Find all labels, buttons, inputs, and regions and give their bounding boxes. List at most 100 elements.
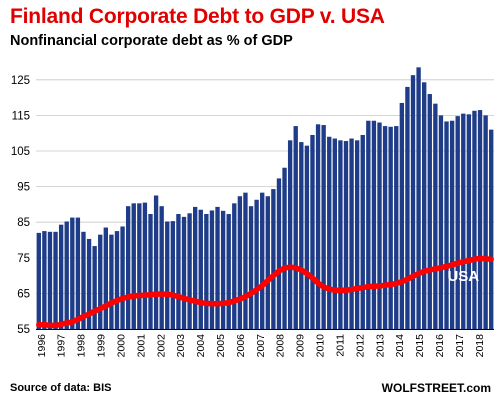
- bar: [282, 167, 287, 329]
- x-tick-label: 2007: [255, 334, 267, 358]
- bar: [148, 214, 153, 329]
- bar: [449, 120, 455, 330]
- x-tick-label: 1997: [56, 334, 68, 358]
- bar: [354, 140, 360, 329]
- bar: [109, 234, 114, 329]
- bar: [382, 126, 388, 329]
- bar: [327, 136, 332, 329]
- bar: [472, 110, 477, 329]
- bar: [293, 126, 298, 329]
- bar: [114, 231, 120, 329]
- bar: [371, 120, 377, 330]
- x-tick-label: 2012: [354, 334, 366, 358]
- x-tick-label: 2017: [454, 334, 466, 358]
- bar: [125, 206, 131, 329]
- bar: [438, 115, 444, 330]
- x-tick-label: 1999: [96, 334, 108, 358]
- bar: [433, 103, 438, 329]
- x-tick-label: 2005: [215, 334, 227, 358]
- bar: [489, 129, 494, 329]
- bar: [237, 196, 243, 329]
- bar: [142, 202, 148, 329]
- y-axis-ticks: 55 65 75 85 95 105 115 125: [11, 75, 30, 336]
- bar-series: [36, 67, 494, 330]
- bar: [36, 232, 41, 329]
- bar: [204, 214, 209, 329]
- x-tick-label: 2011: [334, 334, 346, 357]
- usa-line: [36, 255, 494, 329]
- bar: [427, 94, 432, 329]
- chart-title: Finland Corporate Debt to GDP v. USA: [10, 5, 385, 28]
- bar: [405, 86, 410, 329]
- bar: [137, 203, 142, 329]
- bar: [299, 142, 304, 329]
- bar: [165, 221, 170, 329]
- x-tick-label: 2002: [155, 334, 167, 358]
- y-tick-label: 85: [17, 217, 30, 229]
- x-tick-label: 2013: [374, 334, 386, 358]
- x-tick-label: 2008: [275, 334, 287, 358]
- bar: [265, 196, 270, 329]
- bar: [422, 82, 427, 330]
- bar: [153, 195, 159, 329]
- y-tick-label: 75: [17, 253, 30, 265]
- x-tick-label: 2018: [474, 334, 486, 358]
- bar: [276, 178, 282, 329]
- bar: [388, 126, 393, 330]
- usa-line-series: [36, 255, 494, 329]
- bar: [120, 226, 125, 329]
- x-tick-label: 1998: [76, 334, 88, 358]
- y-tick-label: 125: [11, 75, 30, 87]
- x-tick-label: 2001: [135, 334, 147, 358]
- bar: [399, 102, 405, 329]
- bar: [310, 134, 315, 329]
- bar: [260, 192, 265, 329]
- bar: [343, 141, 349, 329]
- bar: [176, 214, 181, 329]
- bar: [92, 246, 97, 329]
- bar: [159, 206, 164, 329]
- bar: [86, 238, 92, 329]
- usa-annotation: USA: [447, 268, 479, 285]
- source-note: Source of data: BIS: [10, 382, 112, 394]
- x-tick-label: 1996: [36, 334, 48, 358]
- bar: [248, 206, 254, 329]
- bar: [226, 214, 231, 329]
- x-tick-label: 2014: [394, 334, 406, 358]
- bar: [98, 234, 103, 329]
- bar: [349, 138, 354, 329]
- bar: [64, 221, 69, 329]
- bar: [42, 231, 47, 329]
- bar: [271, 189, 276, 329]
- y-tick-label: 105: [11, 146, 30, 158]
- bar: [170, 221, 176, 329]
- bar: [416, 67, 421, 329]
- bar: [209, 210, 215, 329]
- bar: [455, 116, 460, 329]
- x-tick-label: 2016: [434, 334, 446, 358]
- bar: [75, 217, 81, 329]
- bar: [81, 231, 86, 329]
- x-tick-label: 2009: [295, 334, 307, 358]
- bar: [461, 113, 466, 330]
- brand-label: WOLFSTREET.com: [381, 381, 491, 395]
- bar: [243, 192, 248, 329]
- bar: [477, 110, 483, 329]
- annotation-layer: USA: [447, 268, 479, 285]
- bar: [360, 134, 365, 329]
- chart-subtitle: Nonfinancial corporate debt as % of GDP: [10, 33, 293, 49]
- bar: [47, 231, 53, 329]
- bar: [220, 210, 226, 329]
- bar: [444, 121, 449, 330]
- bar: [321, 125, 326, 330]
- x-tick-label: 2006: [235, 334, 247, 358]
- bar: [187, 213, 192, 329]
- x-tick-label: 2010: [315, 334, 327, 358]
- x-tick-label: 2015: [414, 334, 426, 358]
- bar: [338, 140, 343, 329]
- bar: [304, 145, 310, 329]
- bar: [198, 209, 203, 329]
- bar: [410, 75, 416, 329]
- y-tick-label: 95: [17, 182, 30, 194]
